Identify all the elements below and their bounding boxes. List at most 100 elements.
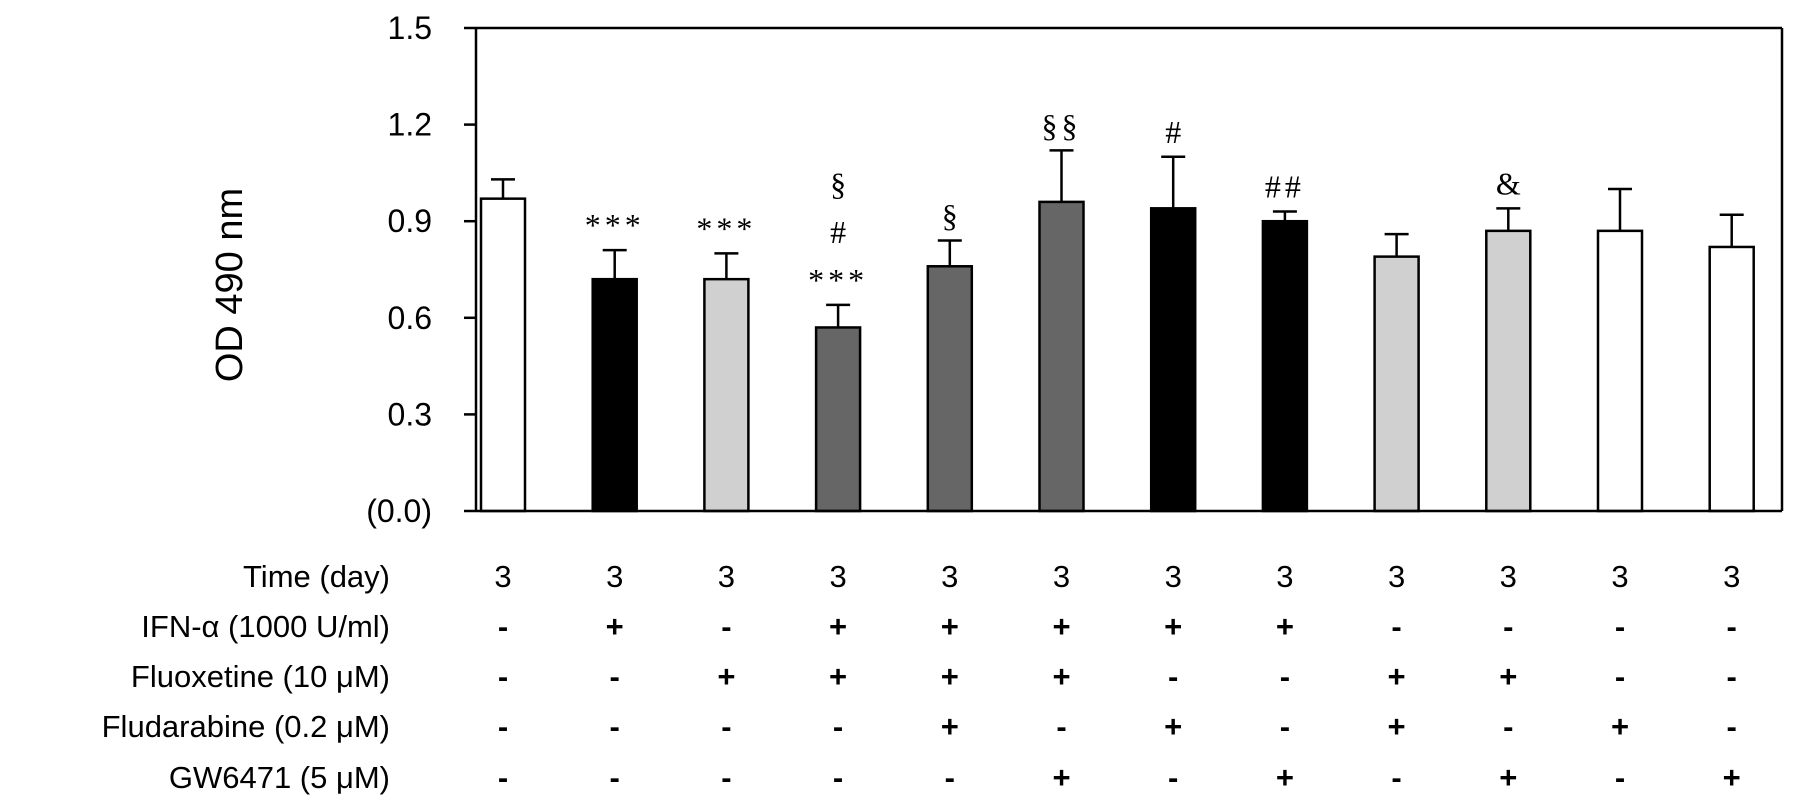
bar-1 <box>479 197 527 513</box>
condition-cell: - <box>1727 659 1737 694</box>
condition-cell: - <box>610 760 620 795</box>
bar-6 <box>1038 200 1085 513</box>
bar-4 <box>814 326 862 513</box>
bar-2 <box>591 277 638 513</box>
significance-mark: § <box>830 166 846 202</box>
condition-cell: 3 <box>606 559 623 594</box>
condition-cell: + <box>941 659 959 694</box>
significance-mark: §§ <box>1042 107 1082 143</box>
condition-cell: - <box>1391 609 1401 644</box>
conditions-table: Time (day) 3 3 3 3 3 3 3 3 3 3 3 3 IFN-α (1000 U/ml) -… <box>102 559 1741 795</box>
condition-cell: - <box>610 659 620 694</box>
condition-cell: + <box>829 659 847 694</box>
condition-cell: - <box>498 760 508 795</box>
condition-cell: - <box>945 760 955 795</box>
condition-cell: - <box>1056 709 1066 744</box>
condition-cell: 3 <box>829 559 846 594</box>
condition-cell: - <box>1168 659 1178 694</box>
condition-row-label: Fludarabine (0.2 μM) <box>102 709 390 744</box>
y-tick-label: 0.9 <box>388 203 432 239</box>
condition-cell: - <box>721 709 731 744</box>
condition-cell: 3 <box>494 559 511 594</box>
condition-cell: - <box>721 760 731 795</box>
condition-cell: - <box>721 609 731 644</box>
condition-cell: - <box>498 609 508 644</box>
condition-row-label: GW6471 (5 μM) <box>169 760 390 795</box>
condition-cell: - <box>1280 659 1290 694</box>
condition-row-label: Fluoxetine (10 μM) <box>131 659 390 694</box>
condition-row-label: Time (day) <box>243 559 390 594</box>
condition-cell: + <box>1276 609 1294 644</box>
y-tick-label: (0.0) <box>366 493 432 529</box>
bar-10 <box>1485 229 1532 513</box>
condition-cell: 3 <box>1053 559 1070 594</box>
condition-cell: - <box>1503 709 1513 744</box>
condition-row-label: IFN-α (1000 U/ml) <box>141 609 390 644</box>
significance-mark: ## <box>1265 169 1305 205</box>
significance-mark: *** <box>696 210 756 246</box>
condition-cell: - <box>1615 659 1625 694</box>
condition-cell: + <box>1164 609 1182 644</box>
significance-mark: # <box>1165 114 1181 150</box>
y-tick-label: 0.3 <box>388 396 432 432</box>
bar-9 <box>1373 255 1420 513</box>
condition-cell: - <box>833 709 843 744</box>
condition-cell: + <box>941 609 959 644</box>
y-tick-label: 1.5 <box>388 10 432 46</box>
bar-12 <box>1708 245 1755 513</box>
significance-mark: *** <box>808 262 868 298</box>
condition-cell: - <box>1615 609 1625 644</box>
bar-11 <box>1596 229 1644 513</box>
condition-cell: + <box>717 659 735 694</box>
condition-cell: + <box>1499 760 1517 795</box>
condition-cell: + <box>606 609 624 644</box>
bar-7 <box>1149 207 1197 513</box>
condition-cell: - <box>610 709 620 744</box>
condition-cell: 3 <box>1500 559 1517 594</box>
condition-cell: - <box>1615 760 1625 795</box>
bars-group <box>479 197 1755 513</box>
condition-cell: + <box>1388 709 1406 744</box>
condition-cell: 3 <box>1165 559 1182 594</box>
significance-mark: & <box>1496 165 1521 201</box>
significance-mark: # <box>830 214 846 250</box>
bar-5 <box>926 265 974 513</box>
condition-cell: + <box>1164 709 1182 744</box>
condition-cell: - <box>1503 609 1513 644</box>
bar-3 <box>703 277 750 513</box>
condition-cell: 3 <box>1723 559 1740 594</box>
y-axis: 1.5 1.2 0.9 0.6 0.3 (0.0) <box>366 10 478 529</box>
condition-cell: 3 <box>718 559 735 594</box>
error-bars-group <box>491 149 1744 328</box>
condition-cell: - <box>498 659 508 694</box>
y-axis-title: OD 490 nm <box>209 188 251 382</box>
condition-cell: + <box>1052 760 1070 795</box>
significance-annotations: *** ***§#***§§§ ### & <box>585 107 1521 298</box>
condition-cell: 3 <box>1388 559 1405 594</box>
condition-cell: + <box>1276 760 1294 795</box>
condition-cell: + <box>1611 709 1629 744</box>
condition-cell: + <box>829 609 847 644</box>
y-tick-label: 1.2 <box>388 107 432 143</box>
condition-cell: 3 <box>1276 559 1293 594</box>
condition-cell: + <box>1388 659 1406 694</box>
bar-8 <box>1261 219 1309 513</box>
condition-cell: + <box>1052 609 1070 644</box>
significance-mark: § <box>942 198 958 234</box>
plot-frame <box>476 26 1784 513</box>
condition-cell: - <box>1280 709 1290 744</box>
condition-cell: - <box>498 709 508 744</box>
significance-mark: *** <box>585 207 645 243</box>
condition-cell: - <box>1391 760 1401 795</box>
y-tick-label: 0.6 <box>388 300 432 336</box>
condition-cell: - <box>1727 709 1737 744</box>
condition-cell: + <box>1723 760 1741 795</box>
condition-cell: - <box>833 760 843 795</box>
condition-cell: + <box>1499 659 1517 694</box>
condition-cell: + <box>1052 659 1070 694</box>
condition-cell: 3 <box>941 559 958 594</box>
condition-cell: - <box>1168 760 1178 795</box>
condition-cell: + <box>941 709 959 744</box>
condition-cell: 3 <box>1611 559 1628 594</box>
